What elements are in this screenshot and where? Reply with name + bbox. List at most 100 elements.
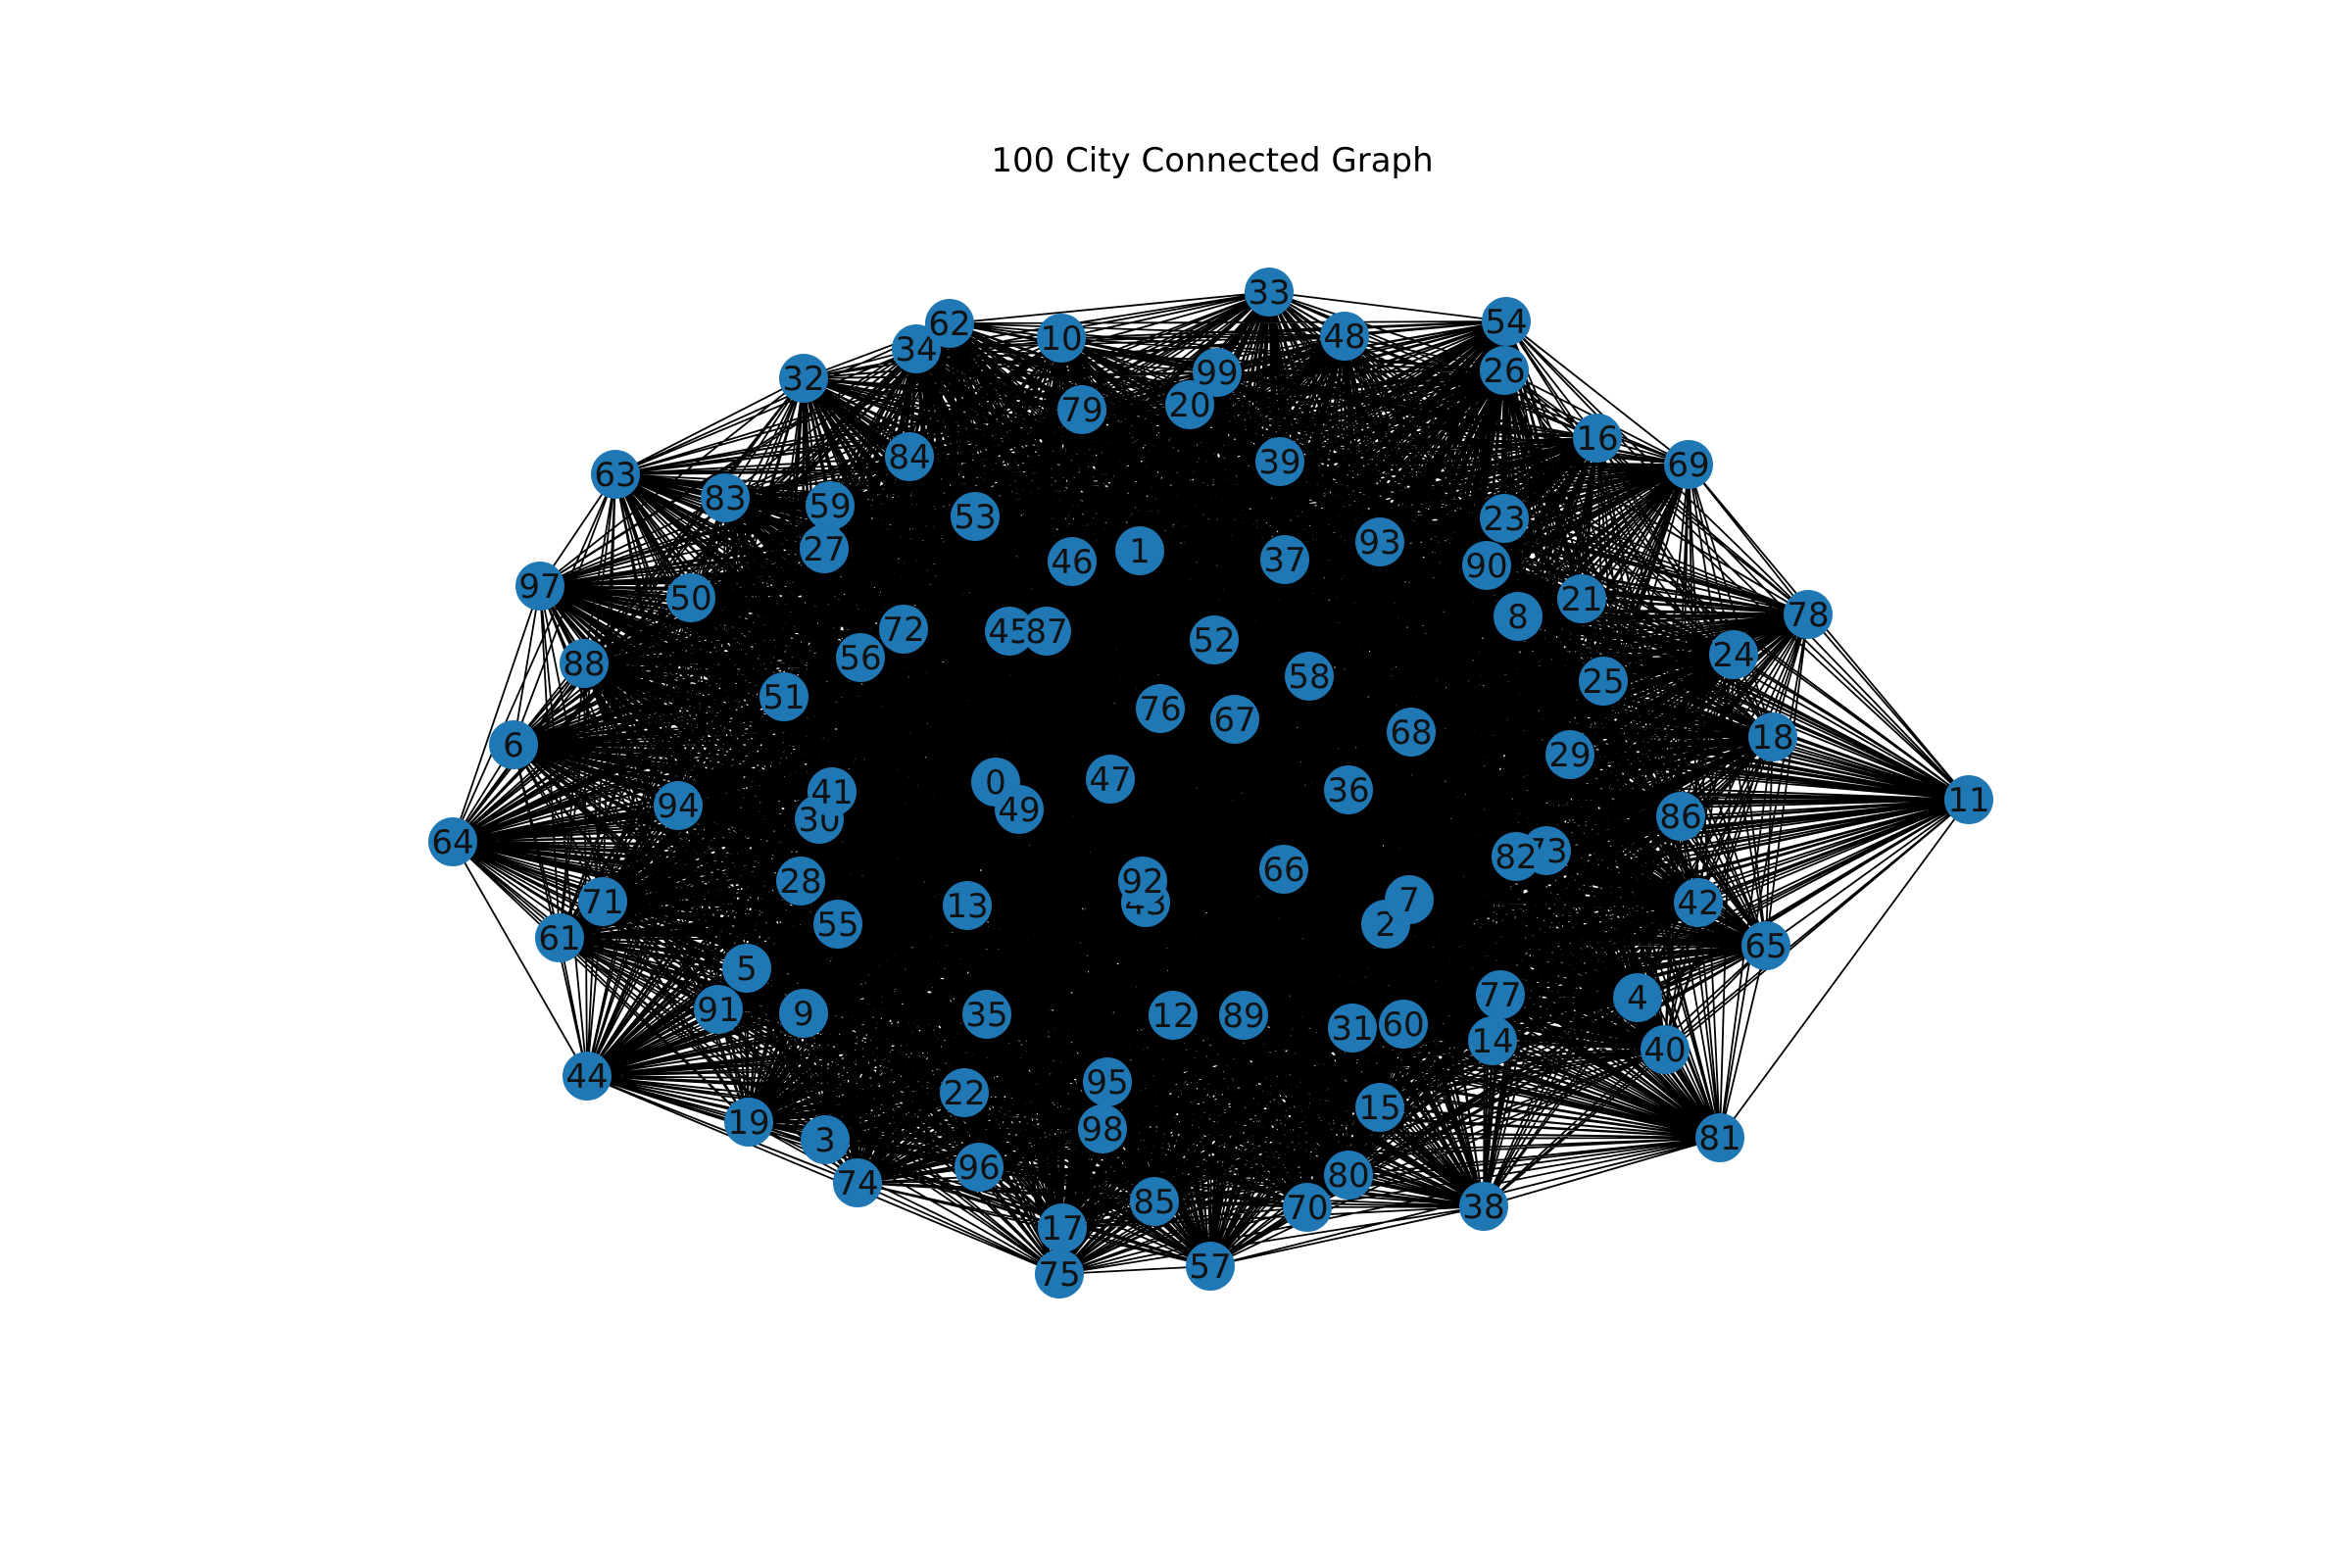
city-node-5: 5 xyxy=(722,944,771,993)
city-node-22: 22 xyxy=(940,1068,989,1117)
city-node-58: 58 xyxy=(1285,652,1334,701)
city-node-circle xyxy=(1741,921,1790,970)
city-node-label: 54 xyxy=(1485,303,1527,342)
city-node-circle xyxy=(833,1158,882,1207)
city-node-circle xyxy=(836,633,885,682)
city-node-65: 65 xyxy=(1741,921,1790,970)
city-node-8: 8 xyxy=(1494,592,1543,641)
city-node-label: 33 xyxy=(1248,273,1290,313)
city-node-label: 41 xyxy=(810,773,853,812)
city-node-label: 21 xyxy=(1560,580,1602,619)
city-node-circle xyxy=(1492,832,1541,881)
city-node-89: 89 xyxy=(1219,991,1268,1040)
city-node-61: 61 xyxy=(535,913,584,962)
city-node-label: 70 xyxy=(1286,1189,1328,1228)
city-node-53: 53 xyxy=(951,492,1000,541)
city-node-85: 85 xyxy=(1130,1177,1179,1226)
city-node-circle xyxy=(892,324,941,373)
city-node-51: 51 xyxy=(760,672,808,721)
city-node-57: 57 xyxy=(1186,1242,1235,1291)
city-node-98: 98 xyxy=(1078,1104,1127,1153)
city-node-circle xyxy=(701,473,750,522)
city-node-circle xyxy=(1462,541,1511,590)
city-node-93: 93 xyxy=(1355,517,1404,566)
city-node-label: 68 xyxy=(1390,713,1432,753)
city-node-64: 64 xyxy=(428,817,477,866)
city-node-label: 1 xyxy=(1129,532,1151,571)
city-node-label: 56 xyxy=(839,639,881,678)
city-node-circle xyxy=(1165,380,1214,429)
city-node-label: 17 xyxy=(1041,1209,1083,1249)
city-node-78: 78 xyxy=(1784,590,1833,639)
city-node-label: 71 xyxy=(581,883,623,922)
city-node-54: 54 xyxy=(1482,297,1531,346)
city-node-circle xyxy=(1784,590,1833,639)
city-node-circle xyxy=(1324,1151,1373,1200)
city-node-55: 55 xyxy=(813,900,862,949)
city-node-circle xyxy=(1083,1057,1132,1106)
city-node-47: 47 xyxy=(1086,755,1135,804)
city-node-label: 4 xyxy=(1627,979,1648,1018)
city-node-circle xyxy=(1255,437,1304,486)
node-layer: 0123456789101112131415161718192021222324… xyxy=(428,268,1993,1298)
city-node-circle xyxy=(925,299,974,348)
city-node-label: 25 xyxy=(1582,662,1624,702)
city-node-label: 39 xyxy=(1258,443,1300,482)
city-node-circle xyxy=(560,639,609,688)
city-node-label: 31 xyxy=(1331,1009,1373,1049)
city-node-label: 22 xyxy=(943,1074,985,1113)
city-node-81: 81 xyxy=(1695,1113,1744,1162)
city-node-17: 17 xyxy=(1038,1203,1087,1252)
city-node-circle xyxy=(1944,775,1993,824)
city-node-label: 5 xyxy=(736,950,758,989)
city-node-circle xyxy=(1613,973,1662,1022)
city-node-circle xyxy=(1709,630,1758,679)
city-node-39: 39 xyxy=(1255,437,1304,486)
city-node-circle xyxy=(1245,268,1294,317)
city-node-circle xyxy=(1086,755,1135,804)
city-node-circle xyxy=(1480,494,1529,543)
city-node-label: 96 xyxy=(957,1149,1000,1188)
city-node-1: 1 xyxy=(1115,526,1164,575)
city-node-86: 86 xyxy=(1656,792,1705,841)
city-node-26: 26 xyxy=(1480,346,1529,395)
city-node-label: 80 xyxy=(1327,1156,1369,1196)
city-node-label: 88 xyxy=(563,645,605,684)
city-node-circle xyxy=(722,944,771,993)
city-node-circle xyxy=(1130,1177,1179,1226)
city-node-72: 72 xyxy=(879,605,928,654)
city-node-circle xyxy=(1480,346,1529,395)
city-node-label: 63 xyxy=(594,456,636,495)
city-node-label: 23 xyxy=(1483,500,1525,539)
city-node-59: 59 xyxy=(806,481,855,530)
city-node-91: 91 xyxy=(694,985,743,1034)
city-node-circle xyxy=(955,1143,1004,1192)
city-node-circle xyxy=(1048,537,1097,586)
city-node-circle xyxy=(535,913,584,962)
city-node-circle xyxy=(962,990,1011,1039)
city-node-36: 36 xyxy=(1324,765,1373,814)
city-node-label: 99 xyxy=(1196,354,1238,393)
city-node-25: 25 xyxy=(1579,657,1628,706)
city-node-circle xyxy=(1385,875,1434,924)
city-node-circle xyxy=(1320,312,1369,361)
city-node-9: 9 xyxy=(779,989,828,1038)
city-node-circle xyxy=(1494,592,1543,641)
city-node-circle xyxy=(1057,385,1106,434)
city-node-29: 29 xyxy=(1545,730,1594,779)
city-node-31: 31 xyxy=(1328,1004,1377,1053)
city-node-circle xyxy=(1545,730,1594,779)
city-node-circle xyxy=(1656,792,1705,841)
city-node-label: 44 xyxy=(565,1057,608,1097)
city-node-circle xyxy=(1136,684,1185,733)
city-node-75: 75 xyxy=(1035,1250,1084,1298)
city-node-94: 94 xyxy=(654,781,703,830)
city-node-76: 76 xyxy=(1136,684,1185,733)
city-node-circle xyxy=(940,1068,989,1117)
city-node-34: 34 xyxy=(892,324,941,373)
city-node-49: 49 xyxy=(995,785,1044,834)
city-node-circle xyxy=(1695,1113,1744,1162)
city-node-label: 53 xyxy=(954,498,996,537)
city-node-circle xyxy=(666,573,715,622)
city-node-label: 87 xyxy=(1025,612,1067,652)
